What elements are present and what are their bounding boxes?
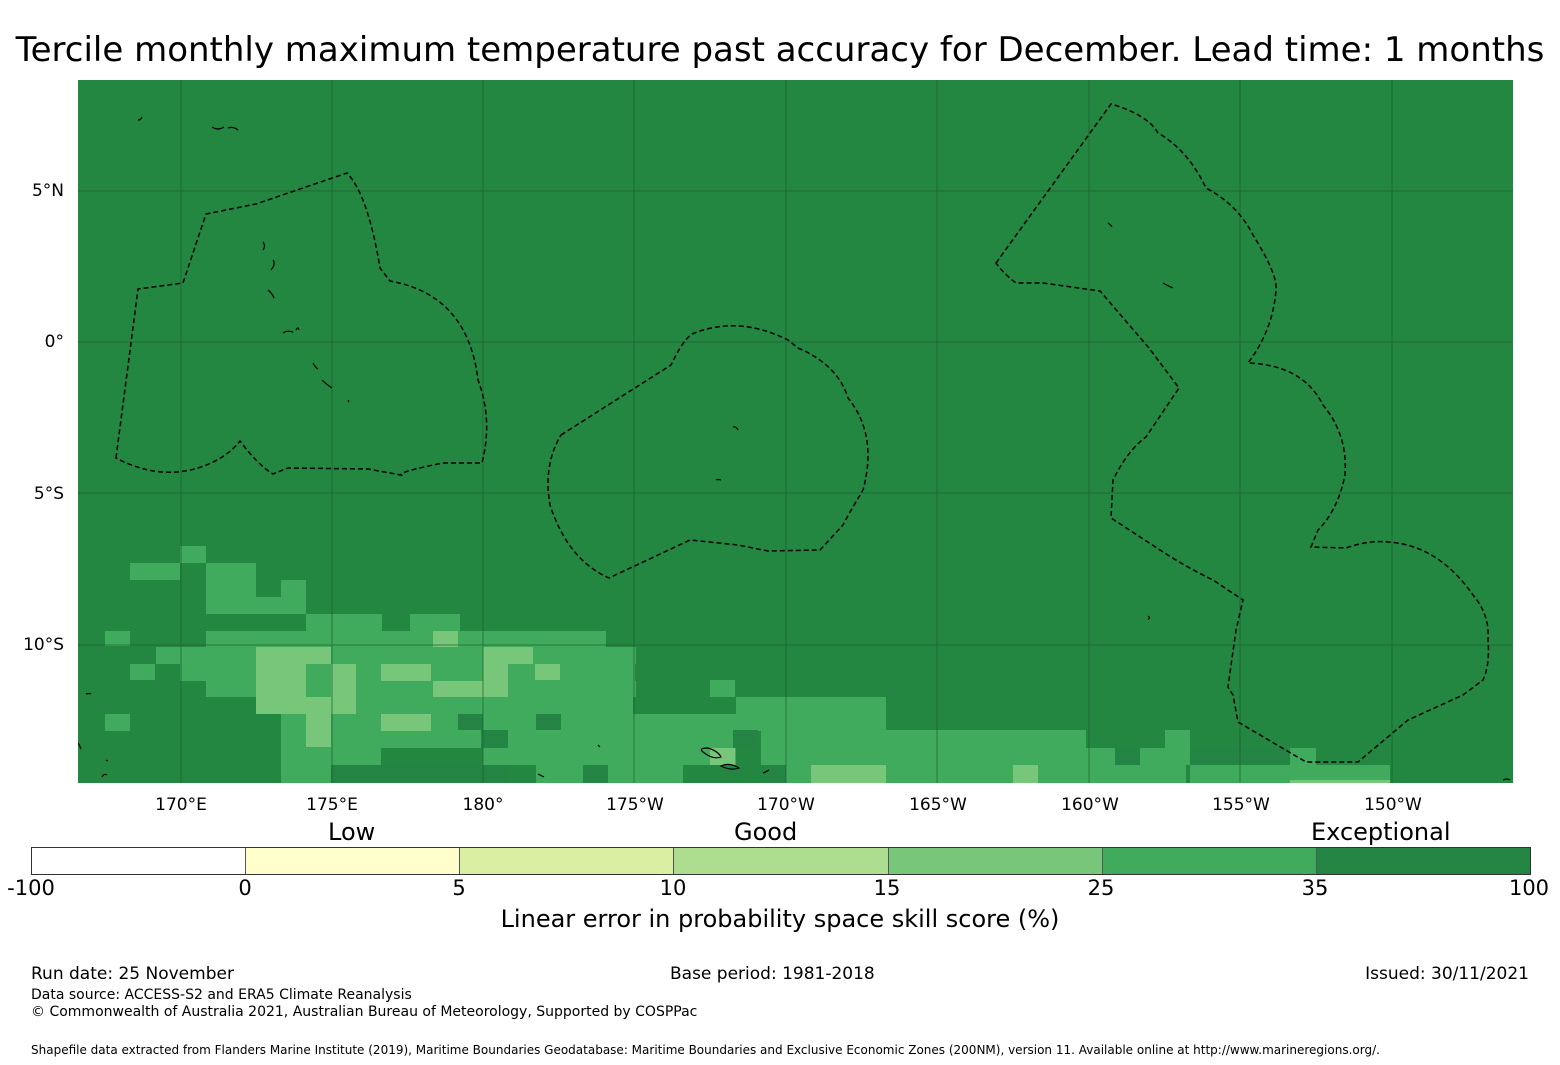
- lon-label-175e: 175°E: [306, 795, 358, 815]
- colorbar-title: Linear error in probability space skill …: [500, 905, 1060, 933]
- base-period: Base period: 1981-2018: [670, 964, 875, 984]
- run-date: Run date: 25 November: [31, 964, 234, 984]
- lat-label-10s: 10°S: [23, 635, 64, 655]
- colorbar-seg-6: [1102, 848, 1317, 874]
- colorbar-seg-4: [674, 848, 889, 874]
- shapefile-credit: Shapefile data extracted from Flanders M…: [31, 1043, 1380, 1057]
- colorbar-tick: 35: [1301, 876, 1329, 900]
- islands: [78, 116, 1511, 781]
- skill-patches: [105, 546, 1390, 783]
- copyright: © Commonwealth of Australia 2021, Austra…: [31, 1004, 698, 1020]
- lon-label-155w: 155°W: [1212, 795, 1270, 815]
- lat-label-5s: 5°S: [33, 484, 64, 504]
- gridlines: [78, 80, 1513, 783]
- samoa-tokelau-eez: [547, 325, 869, 579]
- skill-map: [78, 80, 1513, 783]
- category-exceptional: Exceptional: [1311, 818, 1451, 846]
- colorbar-tick: 15: [873, 876, 901, 900]
- data-source: Data source: ACCESS-S2 and ERA5 Climate …: [31, 987, 412, 1003]
- colorbar-seg-1: [32, 848, 247, 874]
- map-canvas: [78, 80, 1513, 783]
- colorbar-tick: 0: [238, 876, 252, 900]
- lon-label-170w: 170°W: [757, 795, 815, 815]
- colorbar-seg-7: [1316, 848, 1530, 874]
- lon-label-150w: 150°W: [1364, 795, 1422, 815]
- line-islands-eez: [995, 103, 1490, 763]
- colorbar: [31, 847, 1531, 875]
- colorbar-seg-3: [460, 848, 675, 874]
- lon-label-165w: 165°W: [909, 795, 967, 815]
- map-title: Tercile monthly maximum temperature past…: [15, 30, 1545, 70]
- category-low: Low: [328, 818, 376, 846]
- colorbar-seg-2: [246, 848, 461, 874]
- issued-date: Issued: 30/11/2021: [1365, 964, 1529, 984]
- colorbar-tick: 100: [1508, 876, 1550, 900]
- lat-label-5n: 5°N: [31, 181, 64, 201]
- lat-label-0: 0°: [44, 332, 64, 352]
- colorbar-tick: 25: [1087, 876, 1115, 900]
- colorbar-seg-5: [888, 848, 1103, 874]
- kiribati-gilbert-eez: [115, 172, 488, 477]
- lon-label-170e: 170°E: [155, 795, 207, 815]
- colorbar-tick: 10: [659, 876, 687, 900]
- lon-label-175w: 175°W: [606, 795, 664, 815]
- colorbar-tick: 5: [452, 876, 466, 900]
- lon-label-160w: 160°W: [1061, 795, 1119, 815]
- category-good: Good: [734, 818, 798, 846]
- lon-label-180: 180°: [462, 795, 504, 815]
- eez-boundaries: [115, 103, 1490, 763]
- colorbar-tick: -100: [7, 876, 55, 900]
